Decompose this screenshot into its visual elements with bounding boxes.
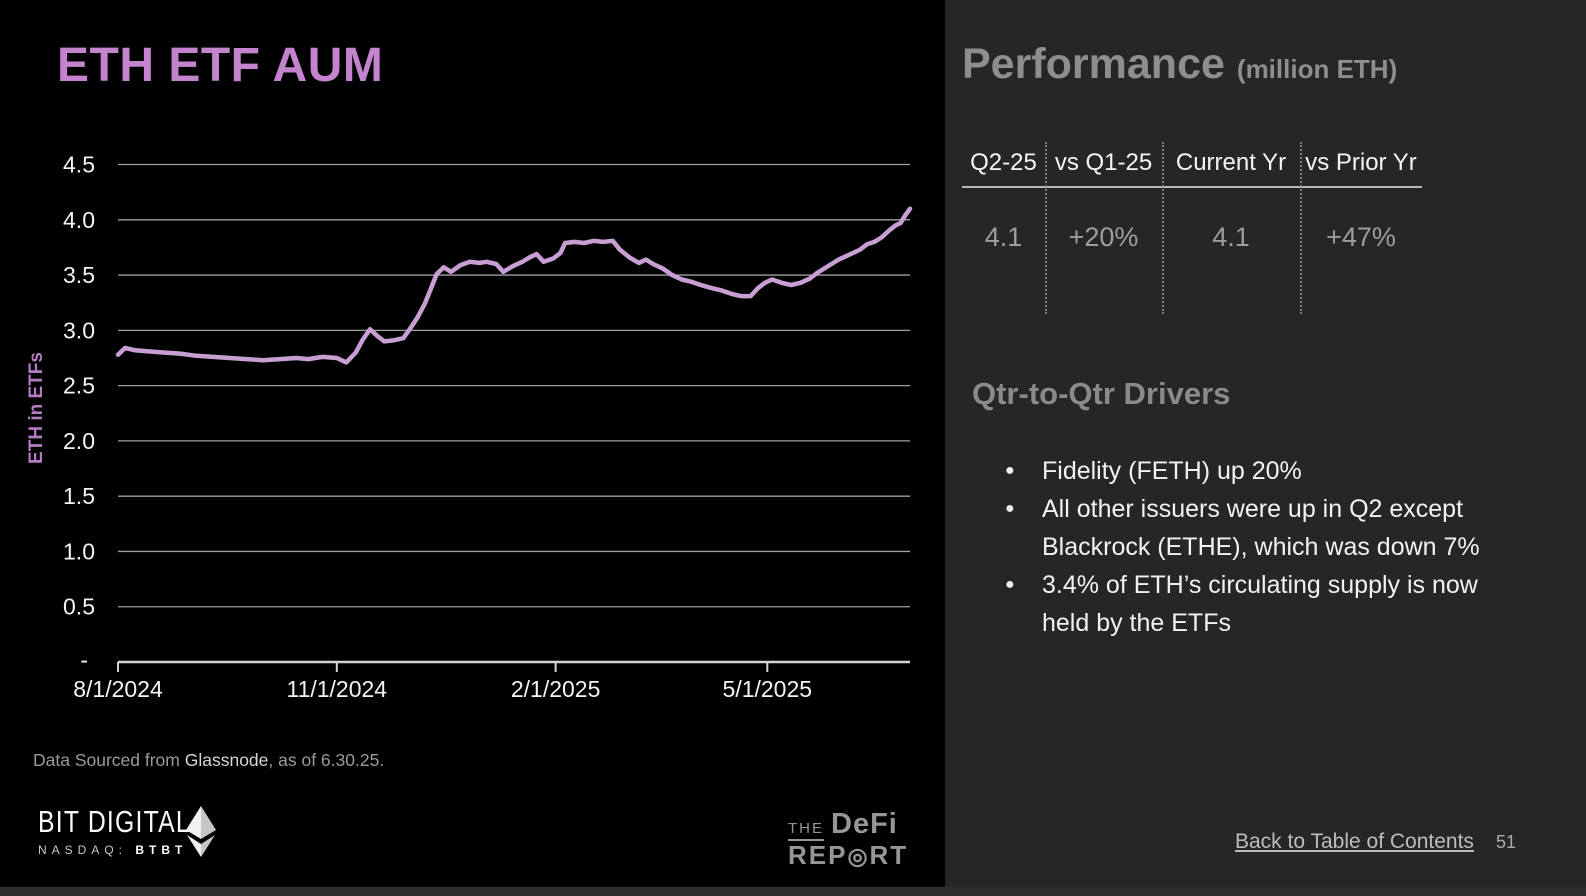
x-tick-label: 5/1/2025 — [723, 676, 813, 702]
bullet-icon: ● — [1005, 462, 1015, 479]
nasdaq-label: NASDAQ: — [38, 843, 128, 857]
table-divider — [1045, 142, 1047, 314]
table-header-rule — [962, 186, 1422, 188]
eth-etf-aum-chart: 4.5 4.0 3.5 3.0 2.5 2.0 1.5 1.0 0.5 - 8/1/2024 11/1… — [26, 152, 913, 702]
data-source-note: Data Sourced from Glassnode, as of 6.30.… — [33, 750, 385, 770]
list-item: ● All other issuers were up in Q2 except… — [1005, 490, 1483, 566]
y-tick-label: 1.0 — [63, 538, 95, 564]
x-tick-label: 8/1/2024 — [73, 676, 163, 702]
col-header-vs-q1-25: vs Q1-25 — [1054, 149, 1153, 176]
bullseye-icon: ◎ — [847, 843, 870, 869]
bit-digital-wordmark: BIT DIGITAL — [38, 804, 191, 839]
x-tick-label: 2/1/2025 — [511, 676, 601, 702]
value-vs-q1-25: +20% — [1068, 222, 1139, 252]
y-tick-label: 4.5 — [63, 152, 95, 178]
value-vs-prior-yr: +47% — [1326, 222, 1396, 252]
performance-panel: Performance (million ETH) Q2-25 vs Q1-25… — [945, 0, 1586, 888]
drivers-heading: Qtr-to-Qtr Drivers — [972, 376, 1231, 411]
y-zero-label: - — [80, 647, 88, 673]
table-divider — [1162, 142, 1164, 314]
col-header-vs-prior-yr: vs Prior Yr — [1305, 149, 1417, 176]
list-item: ● Fidelity (FETH) up 20% — [1005, 452, 1483, 490]
value-q2-25: 4.1 — [984, 222, 1023, 252]
performance-heading: Performance (million ETH) — [962, 40, 1398, 88]
drivers-list: ● Fidelity (FETH) up 20% ● All other iss… — [1005, 452, 1483, 642]
bullet-icon: ● — [1005, 576, 1015, 593]
y-tick-label: 2.5 — [63, 373, 95, 399]
col-header-q2-25: Q2-25 — [970, 149, 1037, 176]
y-tick-label: 2.0 — [63, 428, 95, 454]
defi-report-defi: DeFi — [831, 808, 898, 840]
bullet-icon: ● — [1005, 500, 1015, 517]
y-tick-label: 3.0 — [63, 317, 95, 343]
ticker-label: BTBT — [135, 843, 188, 857]
back-to-toc-link[interactable]: Back to Table of Contents — [1235, 830, 1474, 853]
defi-report-the: THE — [788, 821, 824, 841]
performance-unit: (million ETH) — [1236, 54, 1398, 84]
defi-report-logo: THE DeFi REP◎RT — [788, 808, 909, 870]
page-number: 51 — [1495, 832, 1516, 852]
bottom-strip — [0, 887, 1586, 896]
ethereum-diamond-icon — [186, 806, 216, 857]
y-tick-label: 3.5 — [63, 262, 95, 288]
bit-digital-logo: BIT DIGITAL NASDAQ: BTBT — [38, 804, 229, 857]
y-tick-label: 4.0 — [63, 207, 95, 233]
col-header-current-yr: Current Yr — [1175, 149, 1287, 176]
y-axis-title: ETH in ETFs — [26, 352, 47, 464]
x-tick-label: 11/1/2024 — [286, 676, 387, 702]
page-title: ETH ETF AUM — [57, 39, 384, 92]
value-current-yr: 4.1 — [1212, 222, 1250, 252]
y-tick-label: 1.5 — [63, 483, 95, 509]
table-divider — [1300, 142, 1302, 314]
y-tick-label: 0.5 — [63, 594, 95, 620]
performance-table: Q2-25 vs Q1-25 Current Yr vs Prior Yr 4.… — [962, 140, 1422, 316]
line-series — [115, 206, 913, 365]
list-item: ● 3.4% of ETH’s circulating supply is no… — [1005, 566, 1483, 642]
